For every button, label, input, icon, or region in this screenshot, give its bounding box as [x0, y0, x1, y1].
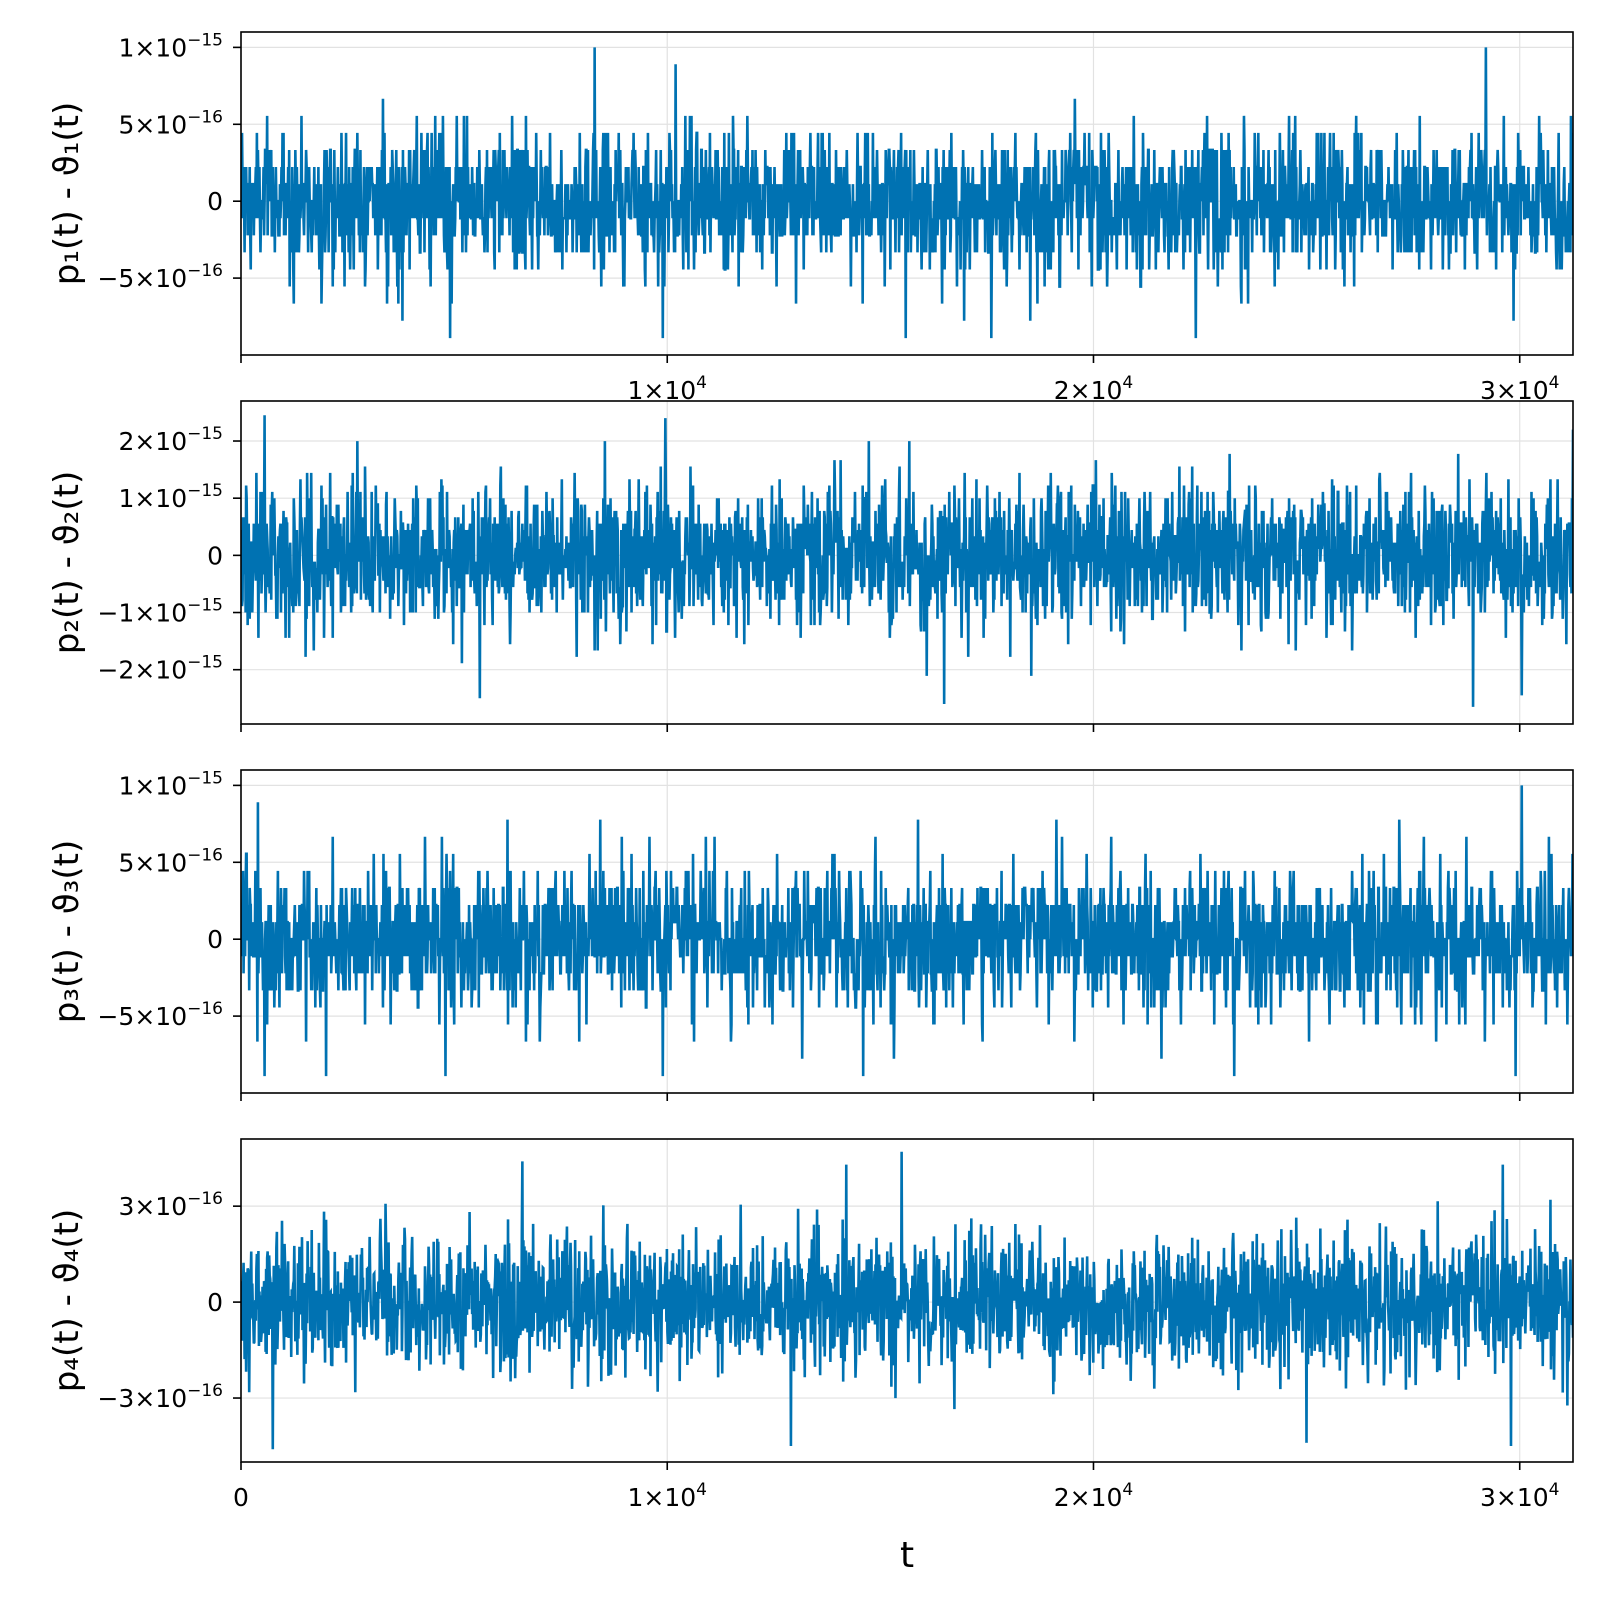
x-tick-label: 1×104	[627, 1480, 707, 1512]
x-tick-label: 3×104	[1480, 1480, 1560, 1512]
y-tick-label: −1×10−15	[97, 596, 223, 628]
x-tick-label: 2×104	[1054, 373, 1134, 405]
y-axis-label: p₄(t) - ϑ₄(t)	[47, 1209, 87, 1393]
y-tick-label: 3×10−16	[118, 1189, 223, 1221]
axes-frame	[240, 31, 1574, 356]
panel-4: 3×10−16 0 −3×10−16 0 1×104 2×104 3×104 p₄(t) - …	[47, 1138, 1574, 1576]
y-tick-label: −5×10−16	[97, 999, 223, 1031]
series-line	[241, 1151, 1573, 1450]
panel-3: 1×10−15 5×10−16 0 −5×10−16 p₃(t) - ϑ₃(t)	[47, 768, 1574, 1101]
x-tick-label: 2×104	[1054, 1480, 1134, 1512]
x-tick-label: 3×104	[1480, 373, 1560, 405]
axes-frame	[240, 769, 1574, 1094]
series-line	[241, 415, 1573, 707]
y-tick-label: 0	[207, 541, 223, 570]
y-axis-label: p₁(t) - ϑ₁(t)	[47, 102, 87, 286]
y-tick-label: 0	[207, 187, 223, 216]
y-tick-label: 0	[207, 925, 223, 954]
y-tick-label: −2×10−15	[97, 653, 223, 685]
series-line	[241, 47, 1573, 339]
axes-frame	[240, 400, 1574, 725]
y-tick-label: 1×10−15	[118, 768, 223, 800]
y-tick-label: −3×10−16	[97, 1381, 223, 1413]
x-tick-label: 1×104	[627, 373, 707, 405]
y-axis-label: p₃(t) - ϑ₃(t)	[47, 840, 87, 1024]
y-axis-label: p₂(t) - ϑ₂(t)	[47, 471, 87, 655]
x-axis-label: t	[900, 1535, 914, 1576]
axes-frame	[240, 1138, 1574, 1463]
panel-1: 1×10−15 5×10−16 0 −5×10−16 1×104 2×104 3×104 p₁…	[47, 30, 1574, 405]
x-tick-label: 0	[233, 1483, 249, 1512]
y-tick-label: −5×10−16	[97, 261, 223, 293]
y-tick-label: 5×10−16	[118, 845, 223, 877]
y-tick-label: 2×10−15	[118, 424, 223, 456]
y-tick-label: 1×10−15	[118, 30, 223, 62]
y-tick-label: 5×10−16	[118, 107, 223, 139]
panel-2: 2×10−15 1×10−15 0 −1×10−15 −2×10−15 p₂(t) - ϑ…	[47, 400, 1574, 732]
y-tick-label: 0	[207, 1288, 223, 1317]
series-line	[241, 785, 1573, 1077]
y-tick-label: 1×10−15	[118, 481, 223, 513]
